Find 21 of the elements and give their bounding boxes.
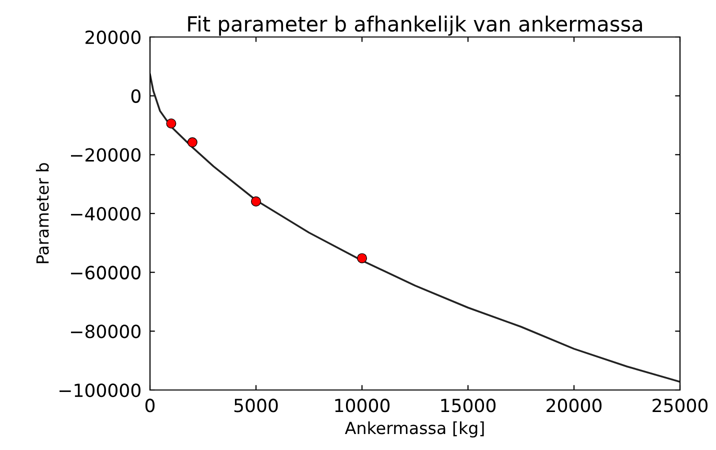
x-tick-label: 10000 [335,398,390,412]
y-tick-label: −100000 [60,383,140,398]
point [187,137,198,148]
y-tick-label: −20000 [71,148,140,162]
x-tick-label: 25000 [652,398,708,412]
y-tick-label: 20000 [86,30,140,44]
x-tick-label: 20000 [546,398,602,412]
line-series [150,73,680,383]
y-tick-label: −40000 [71,206,140,221]
y-tick-label: 0 [131,89,140,103]
point [250,196,262,206]
x-tick-label: 15000 [441,398,496,412]
chart-title: Fit parameter b afhankelijk van ankermassa [188,16,642,36]
point [166,118,176,128]
y-tick-label: −80000 [71,324,140,338]
x-axis-title: Ankermassa [kg] [344,421,484,438]
x-tick-label: 5000 [234,398,278,412]
point [356,253,368,264]
y-axis-title: Parameter b [36,163,49,264]
y-tick-label: −60000 [71,266,140,280]
x-tick-label: 0 [145,398,155,412]
